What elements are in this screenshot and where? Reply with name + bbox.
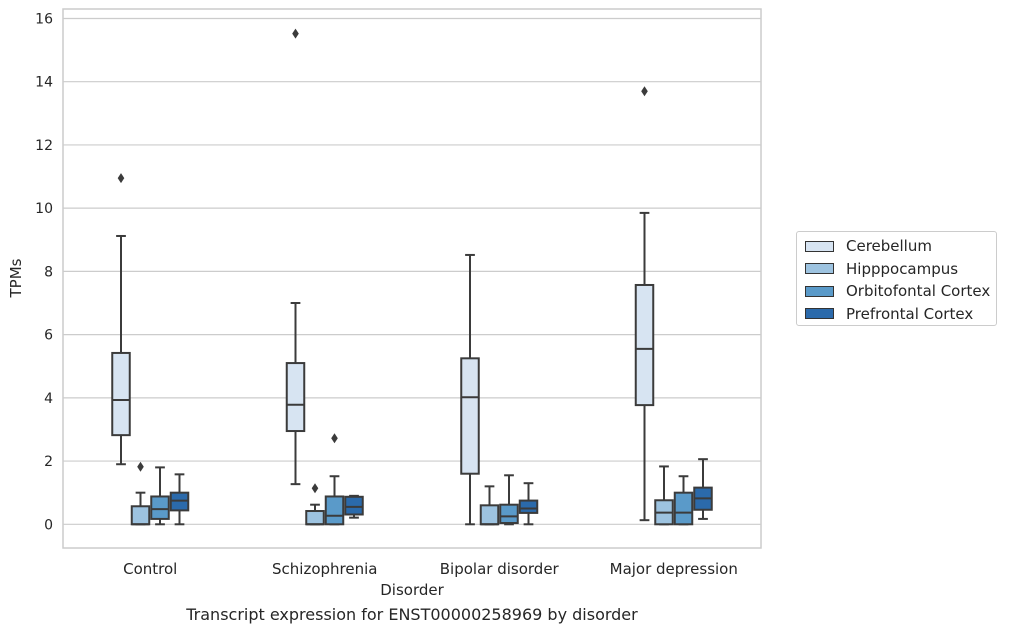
box-orbitofontal-cortex-control: [150, 466, 170, 526]
y-tick-label-2: 2: [44, 454, 53, 470]
box-hipppocampus-control-iqr: [130, 505, 151, 526]
box-hipppocampus-schizophrenia: [305, 483, 325, 526]
legend-item-orbitofrontal-cortex: Orbitofontal Cortex: [805, 280, 996, 303]
box-cerebellum-schizophrenia-outlier-0: [292, 28, 299, 39]
legend: Cerebellum Hipppocampus Orbitofontal Cor…: [796, 231, 997, 326]
box-cerebellum-bipolar-disorder-iqr: [460, 357, 480, 475]
legend-swatch-cerebellum: [805, 240, 834, 252]
x-axis-label: Disorder: [380, 581, 444, 599]
box-hipppocampus-control-outlier-0: [137, 461, 144, 472]
box-cerebellum-schizophrenia: [285, 28, 306, 486]
x-tick-label-control: Control: [123, 560, 177, 578]
legend-label-orbitofrontal-cortex: Orbitofontal Cortex: [846, 282, 991, 301]
legend-swatch-prefrontal-cortex: [805, 308, 834, 320]
box-cerebellum-control-outlier-0: [117, 173, 125, 184]
y-tick-label-6: 6: [44, 328, 53, 344]
y-tick-label-8: 8: [44, 264, 53, 280]
y-tick-labels: 0 2 4 6 8 10 12 14 16: [35, 11, 53, 533]
box-hipppocampus-control: [130, 461, 151, 526]
legend-label-prefrontal-cortex: Prefrontal Cortex: [846, 304, 974, 323]
y-tick-label-12: 12: [35, 138, 53, 154]
box-hipppocampus-bipolar-disorder: [479, 485, 500, 526]
gridlines: [63, 17, 761, 525]
box-prefrontal-cortex-bipolar-disorder-iqr: [518, 499, 539, 514]
box-cerebellum-major-depression-iqr: [634, 283, 655, 407]
plot-frame: [62, 8, 762, 549]
box-hipppocampus-major-depression: [654, 465, 674, 526]
y-tick-label-0: 0: [44, 517, 53, 533]
x-tick-label-bipolar-disorder: Bipolar disorder: [440, 560, 560, 578]
legend-swatch-orbitofrontal-cortex: [805, 285, 834, 297]
x-tick-label-major-depression: Major depression: [610, 560, 738, 578]
y-tick-label-10: 10: [35, 201, 53, 217]
box-prefrontal-cortex-control: [169, 473, 190, 526]
box-prefrontal-cortex-schizophrenia: [344, 494, 364, 519]
box-orbitofontal-cortex-bipolar-disorder: [499, 474, 519, 526]
box-orbitofontal-cortex-major-depression: [673, 475, 694, 526]
legend-item-hippocampus: Hipppocampus: [805, 258, 996, 281]
legend-label-hippocampus: Hipppocampus: [846, 259, 959, 278]
box-orbitofontal-cortex-schizophrenia-outlier-0: [331, 433, 338, 444]
legend-item-prefrontal-cortex: Prefrontal Cortex: [805, 303, 996, 326]
legend-swatch-hippocampus: [805, 263, 834, 275]
y-tick-label-4: 4: [44, 391, 53, 407]
box-prefrontal-cortex-major-depression: [693, 458, 713, 520]
box-prefrontal-cortex-schizophrenia-iqr: [344, 495, 364, 516]
box-orbitofontal-cortex-schizophrenia: [324, 433, 345, 526]
box-cerebellum-schizophrenia-iqr: [285, 362, 306, 433]
box-cerebellum-major-depression: [634, 86, 655, 522]
legend-item-cerebellum: Cerebellum: [805, 235, 996, 258]
y-tick-label-16: 16: [35, 11, 53, 27]
box-cerebellum-control-iqr: [111, 351, 131, 437]
box-orbitofontal-cortex-bipolar-disorder-iqr: [499, 503, 519, 525]
box-hipppocampus-schizophrenia-outlier-0: [311, 483, 319, 494]
box-hipppocampus-schizophrenia-iqr: [305, 510, 325, 526]
y-axis-label: TPMs: [7, 258, 25, 298]
box-plot-boxes: [111, 28, 713, 526]
box-cerebellum-control: [111, 173, 131, 466]
x-tick-labels: Control Schizophrenia Bipolar disorder Majo…: [123, 560, 738, 578]
box-cerebellum-major-depression-outlier-0: [641, 86, 648, 97]
y-tick-label-14: 14: [35, 75, 53, 91]
box-prefrontal-cortex-bipolar-disorder: [518, 482, 539, 526]
legend-label-cerebellum: Cerebellum: [846, 237, 932, 256]
box-hipppocampus-bipolar-disorder-iqr: [479, 504, 500, 526]
box-orbitofontal-cortex-schizophrenia-iqr: [324, 495, 345, 526]
box-cerebellum-bipolar-disorder: [460, 253, 480, 526]
x-tick-label-schizophrenia: Schizophrenia: [272, 560, 377, 578]
box-orbitofontal-cortex-major-depression-iqr: [673, 491, 694, 526]
figure-caption: Transcript expression for ENST0000025896…: [186, 605, 638, 624]
box-orbitofontal-cortex-control-iqr: [150, 495, 170, 520]
